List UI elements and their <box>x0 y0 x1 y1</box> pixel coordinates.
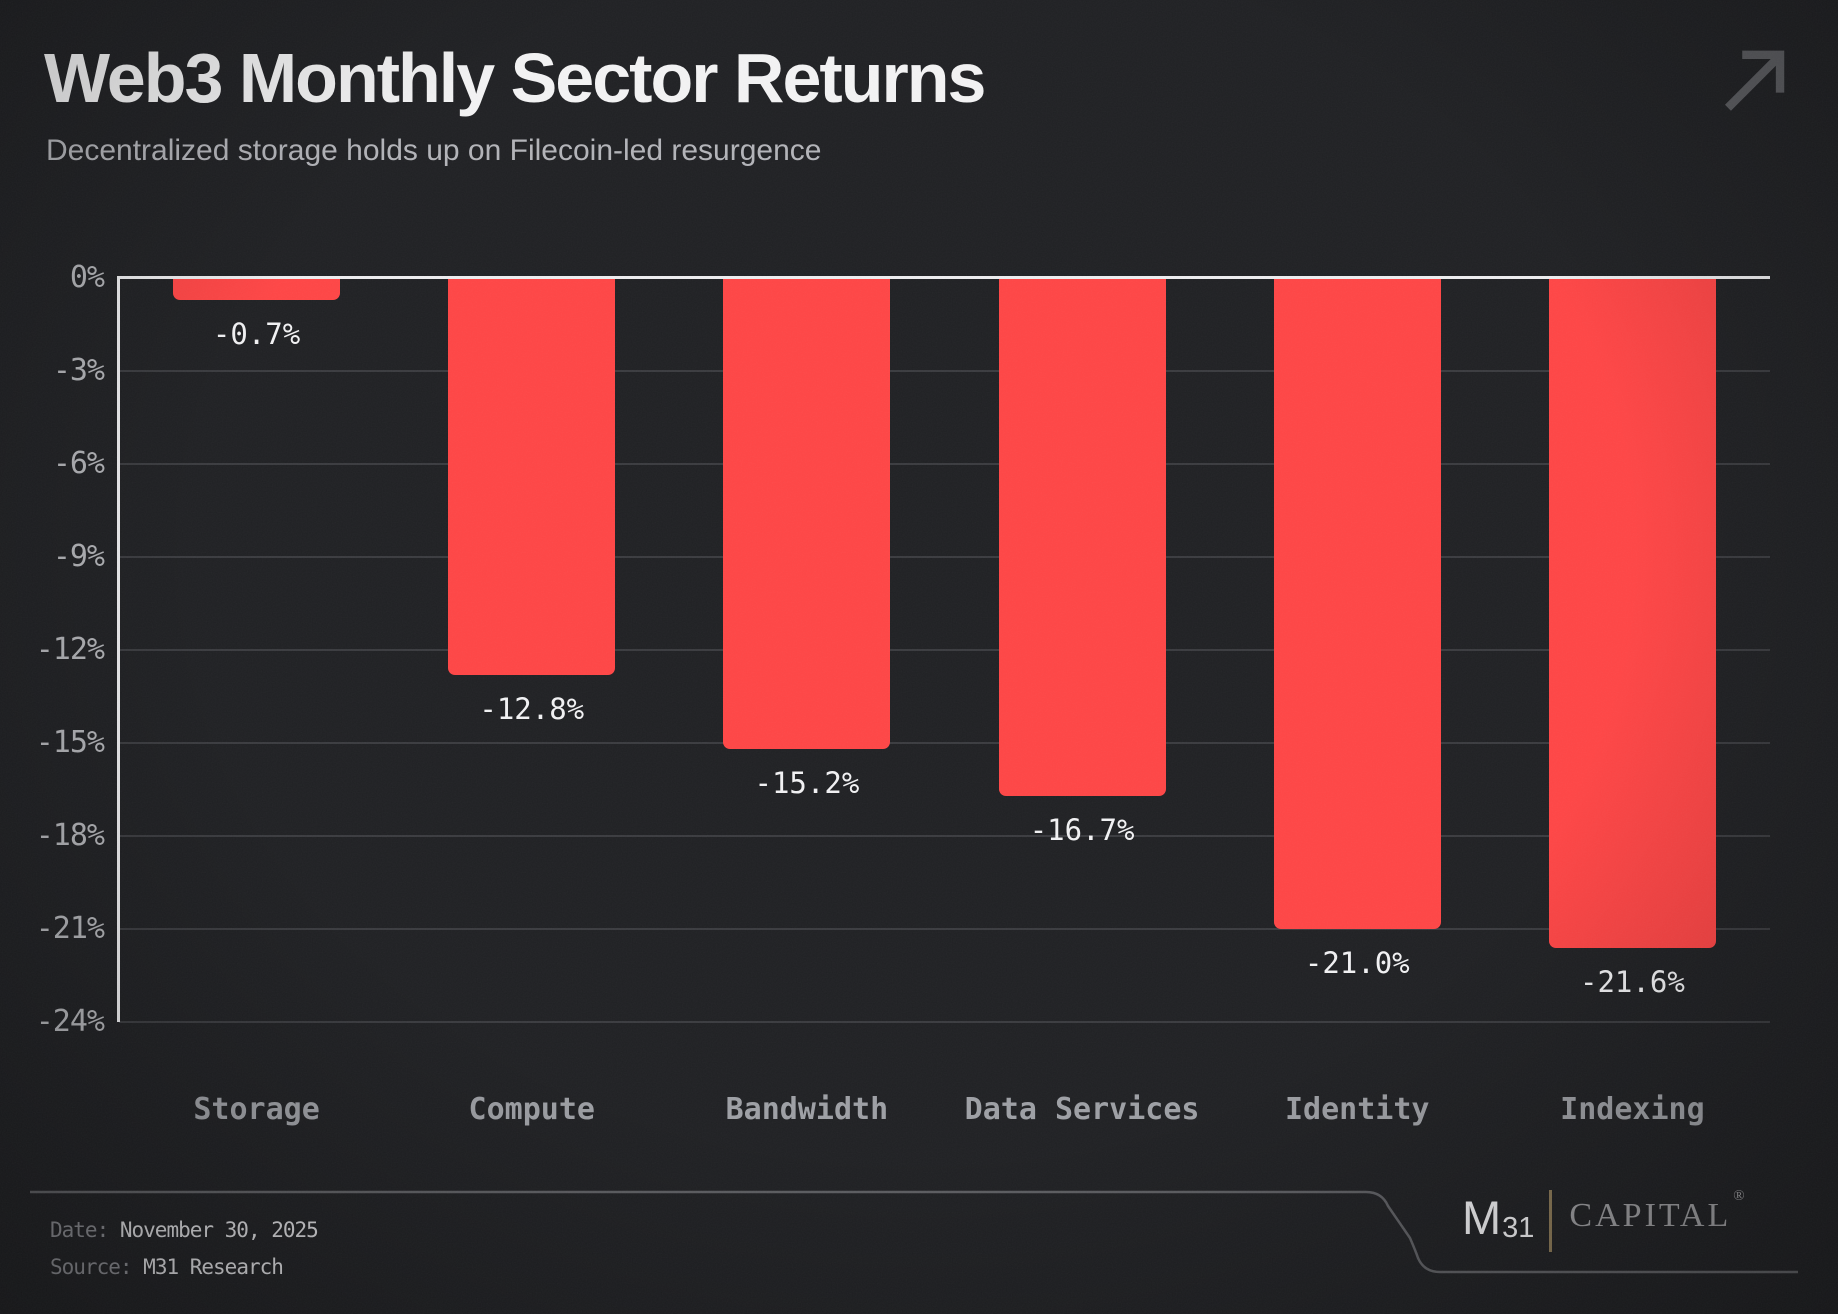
bar-chart: 0% -3% -6% -9% -12% -15% -18% -21% -24% -0.7% Stor… <box>35 260 1770 1127</box>
gridline <box>119 463 1770 465</box>
gridline <box>119 742 1770 744</box>
gridline <box>119 835 1770 837</box>
source-row: Source: M31 Research <box>50 1255 318 1279</box>
x-category-label: Compute <box>468 1092 595 1127</box>
date-label: Date: <box>50 1218 109 1242</box>
bar <box>1273 278 1441 929</box>
x-category-label: Identity <box>1284 1092 1430 1127</box>
x-category-label: Data Services <box>964 1092 1200 1127</box>
y-tick-label: -9% <box>52 539 105 574</box>
y-tick-label: -3% <box>52 353 105 388</box>
gridline <box>119 370 1770 372</box>
bar <box>998 278 1166 796</box>
logo-m-subscript: 31 <box>1502 1212 1535 1244</box>
logo-separator <box>1549 1190 1553 1252</box>
x-category-label: Indexing <box>1560 1092 1705 1127</box>
x-category-label: Storage <box>193 1092 320 1127</box>
y-tick-label: 0% <box>69 260 105 295</box>
source-label: Source: <box>50 1255 133 1279</box>
gridline <box>119 649 1770 651</box>
bar <box>723 278 891 750</box>
source-value: M31 Research <box>143 1255 284 1279</box>
x-category-label: Bandwidth <box>725 1092 889 1127</box>
gridline <box>119 928 1770 930</box>
footer-meta: Date: November 30, 2025 Source: M31 Rese… <box>50 1218 319 1292</box>
logo-capital-text: CAPITAL <box>1569 1197 1732 1234</box>
bar-value-label: -21.6% <box>1580 964 1685 999</box>
y-tick-label: -21% <box>35 911 105 946</box>
y-tick-label: -15% <box>35 725 105 760</box>
y-tick-label: -18% <box>35 818 105 853</box>
registered-trademark-icon: ® <box>1733 1188 1745 1204</box>
bar-value-label: -16.7% <box>1029 812 1135 847</box>
y-tick-label: -12% <box>35 632 105 667</box>
date-row: Date: November 30, 2025 <box>50 1218 319 1242</box>
bar-value-label: -15.2% <box>754 766 860 801</box>
bar-value-label: -12.8% <box>479 691 585 726</box>
logo-m: M <box>1462 1191 1502 1244</box>
m31-capital-logo: M 31 CAPITAL ® <box>1462 1188 1745 1258</box>
bar-value-label: -0.7% <box>212 316 301 351</box>
bar <box>448 278 616 675</box>
y-tick-label: -24% <box>35 1004 105 1039</box>
bar-value-label: -21.0% <box>1304 946 1410 980</box>
bar <box>173 278 341 300</box>
zero-baseline <box>119 276 1770 279</box>
y-axis-line <box>117 276 120 1022</box>
bar <box>1548 278 1716 948</box>
gridline <box>119 556 1770 558</box>
y-tick-label: -6% <box>52 446 105 481</box>
gridline <box>119 1021 1770 1023</box>
date-value: November 30, 2025 <box>119 1218 319 1242</box>
